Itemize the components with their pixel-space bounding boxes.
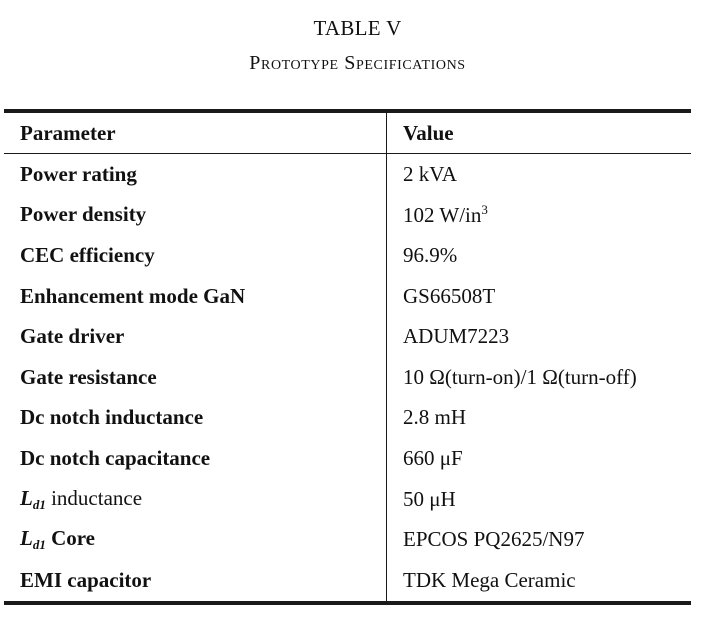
table-row: Dc notch inductance 2.8 mH bbox=[4, 397, 691, 439]
table-row: Ld1 inductance 50 μH bbox=[4, 478, 691, 520]
table-row: Power rating 2 kVA bbox=[4, 153, 691, 195]
table-row: Gate driver ADUM7223 bbox=[4, 316, 691, 357]
parameter-symbol: L bbox=[20, 526, 33, 551]
parameter-cell: Dc notch inductance bbox=[20, 405, 204, 430]
parameter-cell: Power rating bbox=[20, 161, 137, 186]
value-cell: 96.9% bbox=[386, 235, 691, 276]
parameter-subscript: d1 bbox=[32, 537, 46, 553]
value-cell: 660 μF bbox=[386, 438, 691, 479]
table-number: TABLE V bbox=[313, 16, 402, 40]
parameter-cell: Gate driver bbox=[20, 324, 125, 349]
value-cell: TDK Mega Ceramic bbox=[386, 559, 691, 603]
parameter-text: inductance bbox=[45, 485, 143, 510]
header-row: Parameter Value bbox=[4, 111, 691, 154]
parameter-cell: Gate resistance bbox=[20, 364, 157, 389]
value-cell: GS66508T bbox=[386, 275, 691, 317]
table-row: Ld1 Core EPCOS PQ2625/N97 bbox=[4, 519, 691, 560]
value-cell: 2.8 mH bbox=[386, 397, 691, 439]
parameter-cell: Dc notch capacitance bbox=[20, 445, 211, 470]
value-cell: ADUM7223 bbox=[386, 316, 691, 357]
value-cell: 50 μH bbox=[386, 478, 691, 520]
value-superscript: 3 bbox=[481, 201, 488, 217]
header-value: Value bbox=[386, 111, 691, 154]
parameter-symbol: L bbox=[20, 485, 33, 510]
table-row: CEC efficiency 96.9% bbox=[4, 235, 691, 276]
value-cell: 2 kVA bbox=[386, 153, 691, 195]
parameter-cell: Ld1 Core bbox=[4, 519, 387, 560]
value-text: 102 W/in bbox=[403, 202, 482, 227]
parameter-cell: CEC efficiency bbox=[20, 242, 155, 267]
table-row: EMI capacitor TDK Mega Ceramic bbox=[4, 559, 691, 603]
specifications-table-container: Parameter Value Power rating 2 kVA Power… bbox=[4, 109, 691, 605]
parameter-cell: Power density bbox=[20, 202, 147, 227]
table-body: Power rating 2 kVA Power density 102 W/i… bbox=[4, 153, 691, 603]
table-row: Gate resistance 10 Ω(turn-on)/1 Ω(turn-o… bbox=[4, 356, 691, 398]
parameter-subscript: d1 bbox=[32, 496, 46, 512]
parameter-cell: Ld1 inductance bbox=[4, 479, 387, 520]
parameter-cell: Enhancement mode GaN bbox=[20, 283, 246, 308]
specifications-table: Parameter Value Power rating 2 kVA Power… bbox=[4, 109, 691, 605]
value-cell: 102 W/in3 bbox=[386, 194, 691, 236]
table-row: Dc notch capacitance 660 μF bbox=[4, 438, 691, 479]
value-cell: 10 Ω(turn-on)/1 Ω(turn-off) bbox=[386, 356, 691, 398]
value-cell: EPCOS PQ2625/N97 bbox=[386, 519, 691, 560]
table-header: Parameter Value bbox=[4, 111, 691, 154]
table-title: Prototype Specifications bbox=[249, 52, 466, 74]
header-parameter: Parameter bbox=[4, 111, 387, 154]
parameter-cell: EMI capacitor bbox=[20, 567, 152, 592]
table-row: Power density 102 W/in3 bbox=[4, 194, 691, 236]
table-row: Enhancement mode GaN GS66508T bbox=[4, 275, 691, 317]
parameter-text: Core bbox=[45, 526, 96, 551]
